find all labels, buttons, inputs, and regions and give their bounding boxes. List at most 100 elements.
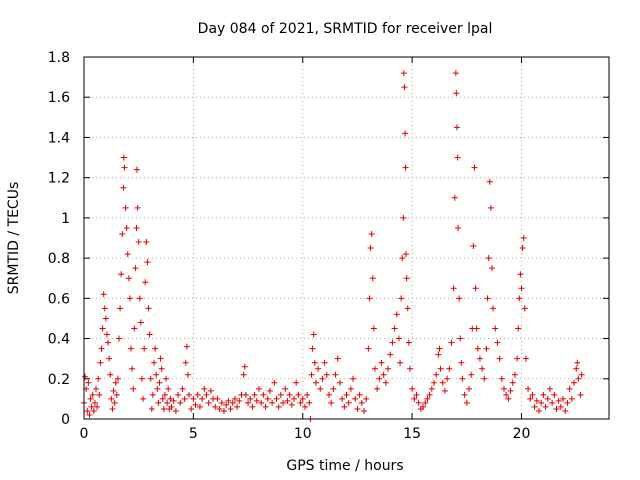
data-point <box>156 379 163 386</box>
data-point <box>321 359 328 366</box>
data-point <box>518 285 525 292</box>
data-point <box>126 295 133 302</box>
data-point <box>207 387 214 394</box>
data-point <box>196 403 203 410</box>
data-point <box>160 405 167 412</box>
data-point <box>525 385 532 392</box>
data-point <box>221 407 227 414</box>
data-point <box>134 204 141 211</box>
data-point <box>100 291 107 298</box>
data-point <box>428 385 435 392</box>
data-point <box>93 385 100 392</box>
data-point <box>540 391 547 398</box>
data-point <box>413 391 420 398</box>
y-tick-label: 0.8 <box>48 251 70 267</box>
y-tick-label: 0 <box>61 412 70 428</box>
data-point <box>358 399 365 406</box>
y-axis-label: SRMTID / TECUs <box>6 182 22 295</box>
data-point <box>85 379 92 386</box>
data-point <box>399 255 406 262</box>
data-point <box>544 395 551 402</box>
data-point <box>396 335 402 342</box>
data-point <box>231 395 238 402</box>
data-point <box>431 379 437 386</box>
y-tick-label: 1 <box>61 211 70 227</box>
data-point <box>143 239 150 246</box>
data-point <box>368 230 375 237</box>
data-point <box>456 295 463 302</box>
data-point <box>107 371 114 378</box>
x-tick-label: 15 <box>403 426 421 442</box>
data-point <box>157 355 164 362</box>
data-point <box>487 204 494 211</box>
data-point <box>398 295 405 302</box>
data-point <box>452 70 459 77</box>
data-point <box>153 371 160 378</box>
data-point <box>476 355 483 362</box>
data-point <box>133 224 140 231</box>
data-point <box>99 325 106 332</box>
data-point <box>149 391 156 398</box>
x-tick-label: 5 <box>189 426 198 442</box>
data-point <box>468 371 475 378</box>
data-point <box>400 214 407 221</box>
data-point <box>498 375 505 382</box>
data-point <box>91 399 98 406</box>
data-point <box>155 399 162 406</box>
data-point <box>378 359 385 366</box>
data-point <box>470 243 477 250</box>
data-point <box>181 395 188 402</box>
data-point <box>463 399 470 406</box>
data-point <box>453 124 460 131</box>
data-point <box>479 365 486 372</box>
data-point <box>382 379 389 386</box>
data-point <box>102 315 109 322</box>
data-point <box>560 395 567 402</box>
data-point <box>201 385 208 392</box>
data-point <box>436 345 443 352</box>
data-point <box>240 371 247 378</box>
data-point <box>223 401 230 408</box>
data-point <box>164 399 171 406</box>
data-point <box>87 395 94 402</box>
data-point <box>376 375 383 382</box>
data-point <box>94 403 101 410</box>
data-point <box>315 365 322 372</box>
data-point <box>273 395 280 402</box>
data-point <box>494 339 501 346</box>
data-point <box>295 391 302 398</box>
x-tick-label: 20 <box>513 426 531 442</box>
data-point <box>343 391 350 398</box>
data-point <box>236 397 243 404</box>
data-point <box>275 403 282 410</box>
data-point <box>411 395 418 402</box>
data-point <box>119 230 126 237</box>
data-point <box>147 375 154 382</box>
data-point <box>365 345 372 352</box>
data-point <box>266 387 273 394</box>
data-point <box>448 339 455 346</box>
data-point <box>527 395 534 402</box>
data-point <box>90 407 97 414</box>
data-point <box>132 265 139 272</box>
data-point <box>112 379 119 386</box>
data-point <box>400 70 407 77</box>
data-point <box>533 397 540 404</box>
data-point <box>415 399 422 406</box>
data-point <box>251 391 258 398</box>
chart-title: Day 084 of 2021, SRMTID for receiver lpa… <box>198 21 493 37</box>
data-point <box>113 391 120 398</box>
data-point <box>564 399 571 406</box>
data-point <box>89 391 96 398</box>
data-point <box>124 251 131 258</box>
data-point <box>492 325 499 332</box>
data-point <box>311 359 318 366</box>
data-point <box>363 395 370 402</box>
data-point <box>312 379 319 386</box>
data-point <box>531 403 538 410</box>
data-point <box>214 395 221 402</box>
data-point <box>194 391 201 398</box>
data-point <box>571 379 577 386</box>
data-point <box>509 379 516 386</box>
data-point <box>106 355 113 362</box>
